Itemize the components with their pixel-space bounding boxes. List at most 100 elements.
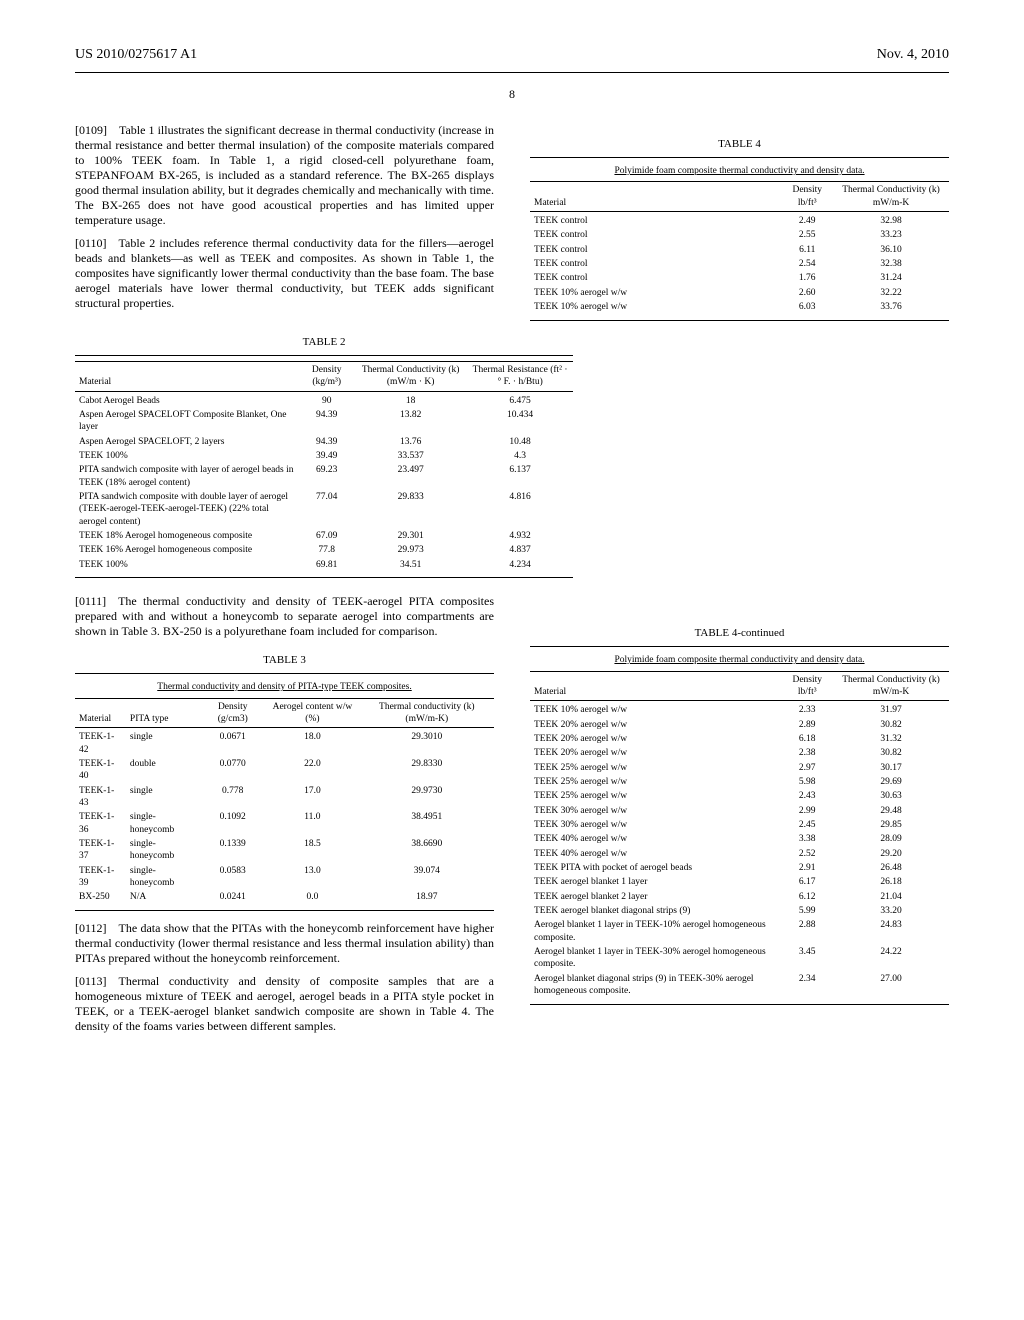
- table-row: TEEK 25% aerogel w/w5.9829.69: [530, 775, 949, 789]
- table-cell: 2.54: [781, 257, 833, 271]
- table3-subcaption: Thermal conductivity and density of PITA…: [75, 679, 494, 698]
- para-0109: [0109] Table 1 illustrates the significa…: [75, 123, 494, 228]
- table-cell: 18.0: [265, 728, 359, 757]
- table-cell: 6.18: [781, 732, 833, 746]
- table-cell: 30.17: [833, 761, 949, 775]
- table-cell: TEEK PITA with pocket of aerogel beads: [530, 861, 781, 875]
- table-cell: 2.45: [781, 818, 833, 832]
- table-cell: PITA sandwich composite with double laye…: [75, 490, 299, 529]
- table-row: TEEK 100%39.4933.5374.3: [75, 449, 573, 463]
- table-cell: 29.69: [833, 775, 949, 789]
- table-cell: TEEK 10% aerogel w/w: [530, 300, 781, 314]
- table-row: TEEK control2.5533.23: [530, 228, 949, 242]
- table4b: Polyimide foam composite thermal conduct…: [530, 646, 949, 1004]
- table-cell: 39.074: [360, 864, 494, 891]
- table-cell: 11.0: [265, 810, 359, 837]
- table-row: TEEK 30% aerogel w/w2.9929.48: [530, 804, 949, 818]
- table-cell: TEEK 40% aerogel w/w: [530, 832, 781, 846]
- table-cell: 6.12: [781, 890, 833, 904]
- table-cell: 5.98: [781, 775, 833, 789]
- table-cell: 6.137: [467, 463, 573, 490]
- page-number: 8: [75, 87, 949, 103]
- table-row: TEEK control2.4932.98: [530, 212, 949, 229]
- table-row: TEEK 20% aerogel w/w2.8930.82: [530, 718, 949, 732]
- table-cell: 3.45: [781, 945, 833, 972]
- table-cell: 33.20: [833, 904, 949, 918]
- table-row: TEEK control2.5432.38: [530, 257, 949, 271]
- table-cell: 32.22: [833, 286, 949, 300]
- table-cell: 77.8: [299, 543, 354, 557]
- table-row: TEEK-1-42single0.067118.029.3010: [75, 728, 494, 757]
- table-cell: 0.0: [265, 890, 359, 904]
- table-cell: 2.34: [781, 972, 833, 999]
- table-cell: Aspen Aerogel SPACELOFT, 2 layers: [75, 435, 299, 449]
- table-row: TEEK 10% aerogel w/w6.0333.76: [530, 300, 949, 314]
- table-row: TEEK-1-43single0.77817.029.9730: [75, 784, 494, 811]
- table-row: TEEK 16% Aerogel homogeneous composite77…: [75, 543, 573, 557]
- table-cell: 4.3: [467, 449, 573, 463]
- table-cell: 29.301: [354, 529, 467, 543]
- table-cell: 2.88: [781, 918, 833, 945]
- table-cell: 2.60: [781, 286, 833, 300]
- table-row: TEEK-1-40double0.077022.029.8330: [75, 757, 494, 784]
- table-cell: 33.76: [833, 300, 949, 314]
- table-cell: TEEK aerogel blanket 2 layer: [530, 890, 781, 904]
- table-cell: 29.85: [833, 818, 949, 832]
- table3-caption: TABLE 3: [75, 653, 494, 667]
- t3-h4: Thermal conductivity (k) (mW/m-K): [360, 698, 494, 728]
- table-cell: TEEK 25% aerogel w/w: [530, 789, 781, 803]
- t3-h0: Material: [75, 698, 126, 728]
- table-row: TEEK 25% aerogel w/w2.9730.17: [530, 761, 949, 775]
- table-cell: TEEK-1-43: [75, 784, 126, 811]
- table-cell: 94.39: [299, 408, 354, 435]
- table-cell: 28.09: [833, 832, 949, 846]
- table-row: Cabot Aerogel Beads90186.475: [75, 391, 573, 408]
- table-cell: 4.932: [467, 529, 573, 543]
- table-row: Aerogel blanket diagonal strips (9) in T…: [530, 972, 949, 999]
- para-0112: [0112] The data show that the PITAs with…: [75, 921, 494, 966]
- para-0113: [0113] Thermal conductivity and density …: [75, 974, 494, 1034]
- table-cell: Aspen Aerogel SPACELOFT Composite Blanke…: [75, 408, 299, 435]
- table-cell: TEEK 20% aerogel w/w: [530, 732, 781, 746]
- table-row: TEEK-1-36single-honeycomb0.109211.038.49…: [75, 810, 494, 837]
- t3-h3: Aerogel content w/w (%): [265, 698, 359, 728]
- table-cell: PITA sandwich composite with layer of ae…: [75, 463, 299, 490]
- table-row: TEEK 25% aerogel w/w2.4330.63: [530, 789, 949, 803]
- table-cell: 29.8330: [360, 757, 494, 784]
- table-cell: Aerogel blanket 1 layer in TEEK-10% aero…: [530, 918, 781, 945]
- table-row: TEEK-1-37single-honeycomb0.133918.538.66…: [75, 837, 494, 864]
- table-row: TEEK 30% aerogel w/w2.4529.85: [530, 818, 949, 832]
- table-cell: 29.9730: [360, 784, 494, 811]
- left-column: [0109] Table 1 illustrates the significa…: [75, 123, 494, 321]
- table-cell: 18: [354, 391, 467, 408]
- table4b-subcaption: Polyimide foam composite thermal conduct…: [530, 652, 949, 671]
- table-cell: BX-250: [75, 890, 126, 904]
- table-cell: 30.82: [833, 718, 949, 732]
- t4b-h2: Thermal Conductivity (k) mW/m-K: [833, 671, 949, 701]
- table-cell: single-honeycomb: [126, 837, 200, 864]
- table-cell: 2.52: [781, 847, 833, 861]
- table-cell: 31.24: [833, 271, 949, 285]
- table4b-caption: TABLE 4-continued: [530, 626, 949, 640]
- table-cell: TEEK 100%: [75, 558, 299, 572]
- table-cell: 6.17: [781, 875, 833, 889]
- table-cell: 0.778: [200, 784, 265, 811]
- t4a-h2: Thermal Conductivity (k) mW/m-K: [833, 182, 949, 212]
- page-header: US 2010/0275617 A1 Nov. 4, 2010: [75, 46, 949, 64]
- table-cell: 31.32: [833, 732, 949, 746]
- table-row: TEEK control1.7631.24: [530, 271, 949, 285]
- table-cell: 30.82: [833, 746, 949, 760]
- table3: Thermal conductivity and density of PITA…: [75, 673, 494, 911]
- table-cell: 13.76: [354, 435, 467, 449]
- table-cell: TEEK 30% aerogel w/w: [530, 818, 781, 832]
- table-cell: single: [126, 784, 200, 811]
- table-row: TEEK aerogel blanket diagonal strips (9)…: [530, 904, 949, 918]
- table-row: PITA sandwich composite with layer of ae…: [75, 463, 573, 490]
- table-row: TEEK 18% Aerogel homogeneous composite67…: [75, 529, 573, 543]
- table-cell: 13.82: [354, 408, 467, 435]
- table-cell: 22.0: [265, 757, 359, 784]
- content-columns-lower: [0111] The thermal conductivity and dens…: [75, 594, 949, 1042]
- table-cell: 69.81: [299, 558, 354, 572]
- table-row: TEEK PITA with pocket of aerogel beads2.…: [530, 861, 949, 875]
- table-cell: 26.48: [833, 861, 949, 875]
